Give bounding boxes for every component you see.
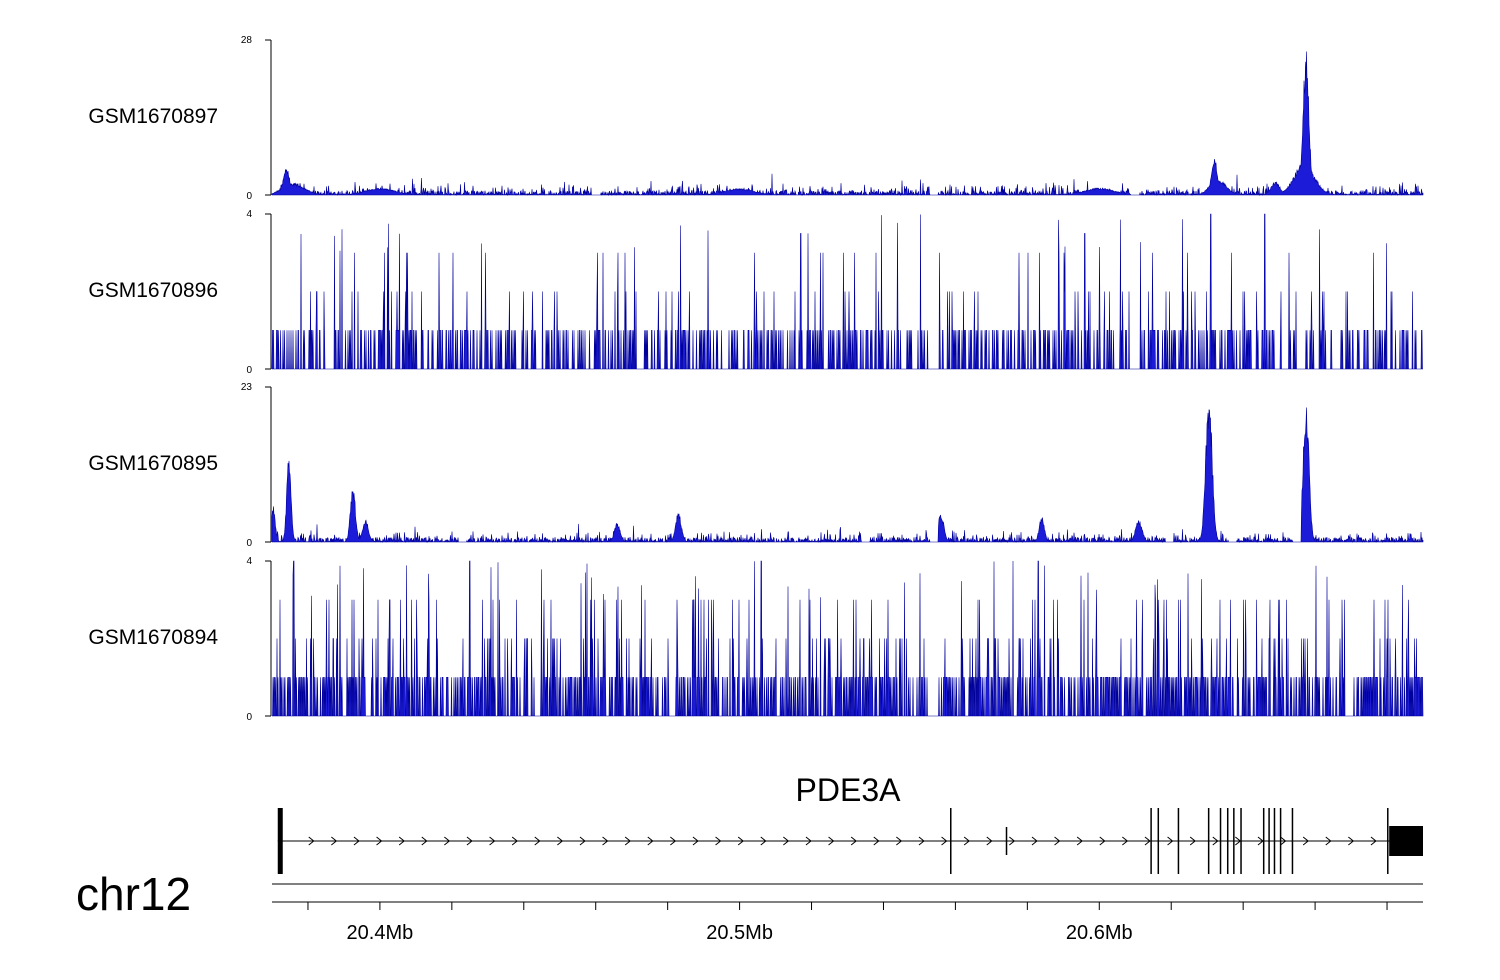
exon — [1273, 808, 1276, 874]
signal-area-GSM1670896 — [271, 213, 1423, 370]
strand-arrow — [873, 836, 880, 846]
track-label: GSM1670897 — [88, 105, 218, 128]
exon — [1291, 808, 1294, 874]
strand-arrow — [850, 836, 857, 846]
strand-arrow — [828, 836, 835, 846]
strand-arrow — [444, 836, 451, 846]
y-tick-label-min: 0 — [246, 191, 252, 202]
track-label: GSM1670894 — [88, 626, 218, 649]
y-tick-label-max: 4 — [246, 556, 252, 567]
strand-arrow — [421, 836, 428, 846]
exon — [1279, 808, 1282, 874]
strand-arrow — [1325, 836, 1332, 846]
strand-arrow — [1144, 836, 1151, 846]
strand-arrow — [308, 836, 315, 846]
strand-arrow — [941, 836, 948, 846]
exon — [277, 808, 283, 874]
exon — [950, 808, 952, 874]
strand-arrow — [534, 836, 541, 846]
track-GSM1670896: GSM1670896 4 0 — [88, 209, 1423, 376]
strand-arrow — [1189, 836, 1196, 846]
strand-arrow — [805, 836, 812, 846]
strand-arrow — [624, 836, 631, 846]
signal-tracks: GSM1670897280GSM167089640GSM1670895230GS… — [88, 35, 1424, 723]
strand-arrow — [1009, 836, 1016, 846]
x-tick-label: 20.4Mb — [347, 922, 414, 944]
exon — [1207, 808, 1210, 874]
gene-track: PDE3A — [272, 772, 1423, 885]
gene-name-label: PDE3A — [796, 772, 902, 808]
strand-arrow — [647, 836, 654, 846]
chromosome-label: chr12 — [76, 868, 191, 920]
strand-arrow — [1370, 836, 1377, 846]
strand-arrow — [398, 836, 405, 846]
strand-arrow — [670, 836, 677, 846]
strand-arrow — [737, 836, 744, 846]
track-GSM1670895: GSM1670895 23 0 — [88, 382, 1424, 549]
y-tick-label-min: 0 — [246, 538, 252, 549]
signal-area-GSM1670897 — [271, 51, 1424, 197]
strand-arrow — [1167, 836, 1174, 846]
strand-arrow — [557, 836, 564, 846]
track-GSM1670894: GSM1670894 4 0 — [88, 556, 1424, 723]
strand-arrow — [986, 836, 993, 846]
strand-arrow — [489, 836, 496, 846]
strand-arrow — [602, 836, 609, 846]
x-tick-label: 20.6Mb — [1066, 922, 1133, 944]
track-label: GSM1670896 — [88, 279, 218, 302]
signal-area-GSM1670894 — [272, 560, 1424, 717]
y-tick-label-min: 0 — [246, 365, 252, 376]
strand-arrow — [1348, 836, 1355, 846]
exon — [1005, 827, 1008, 855]
strand-arrow — [918, 836, 925, 846]
exon — [1177, 808, 1180, 874]
strand-arrow — [715, 836, 722, 846]
exon — [1268, 808, 1270, 874]
track-GSM1670897: GSM1670897 28 0 — [88, 35, 1424, 202]
strand-arrow — [783, 836, 790, 846]
strand-arrow — [353, 836, 360, 846]
exon — [1240, 808, 1242, 874]
exon — [1157, 808, 1160, 874]
x-tick-label: 20.5Mb — [706, 922, 773, 944]
exon — [1262, 808, 1265, 874]
exon — [1219, 808, 1222, 874]
y-tick-label-max: 23 — [241, 382, 253, 393]
y-tick-label-max: 4 — [246, 209, 252, 220]
strand-arrow — [1122, 836, 1129, 846]
signal-area-GSM1670895 — [271, 407, 1424, 544]
strand-arrow — [1031, 836, 1038, 846]
strand-arrow — [579, 836, 586, 846]
strand-arrow — [376, 836, 383, 846]
strand-arrow — [1076, 836, 1083, 846]
strand-arrow — [1302, 836, 1309, 846]
strand-arrow — [466, 836, 473, 846]
track-label: GSM1670895 — [88, 452, 218, 475]
y-tick-label-min: 0 — [246, 712, 252, 723]
strand-arrow — [760, 836, 767, 846]
strand-arrow — [1280, 836, 1287, 846]
exon — [1150, 808, 1152, 874]
strand-arrow — [692, 836, 699, 846]
strand-arrow — [963, 836, 970, 846]
strand-arrow — [896, 836, 903, 846]
strand-arrow — [511, 836, 518, 846]
strand-arrow — [1099, 836, 1106, 846]
exon — [1233, 808, 1235, 874]
strand-arrow — [331, 836, 338, 846]
exon — [1387, 808, 1389, 874]
strand-arrow — [1212, 836, 1219, 846]
strand-arrow — [1054, 836, 1061, 846]
genome-axis: chr12 20.4Mb 20.5Mb 20.6Mb — [76, 868, 1423, 944]
y-tick-label-max: 28 — [241, 35, 253, 46]
exon — [1389, 826, 1423, 856]
exon — [1226, 808, 1229, 874]
